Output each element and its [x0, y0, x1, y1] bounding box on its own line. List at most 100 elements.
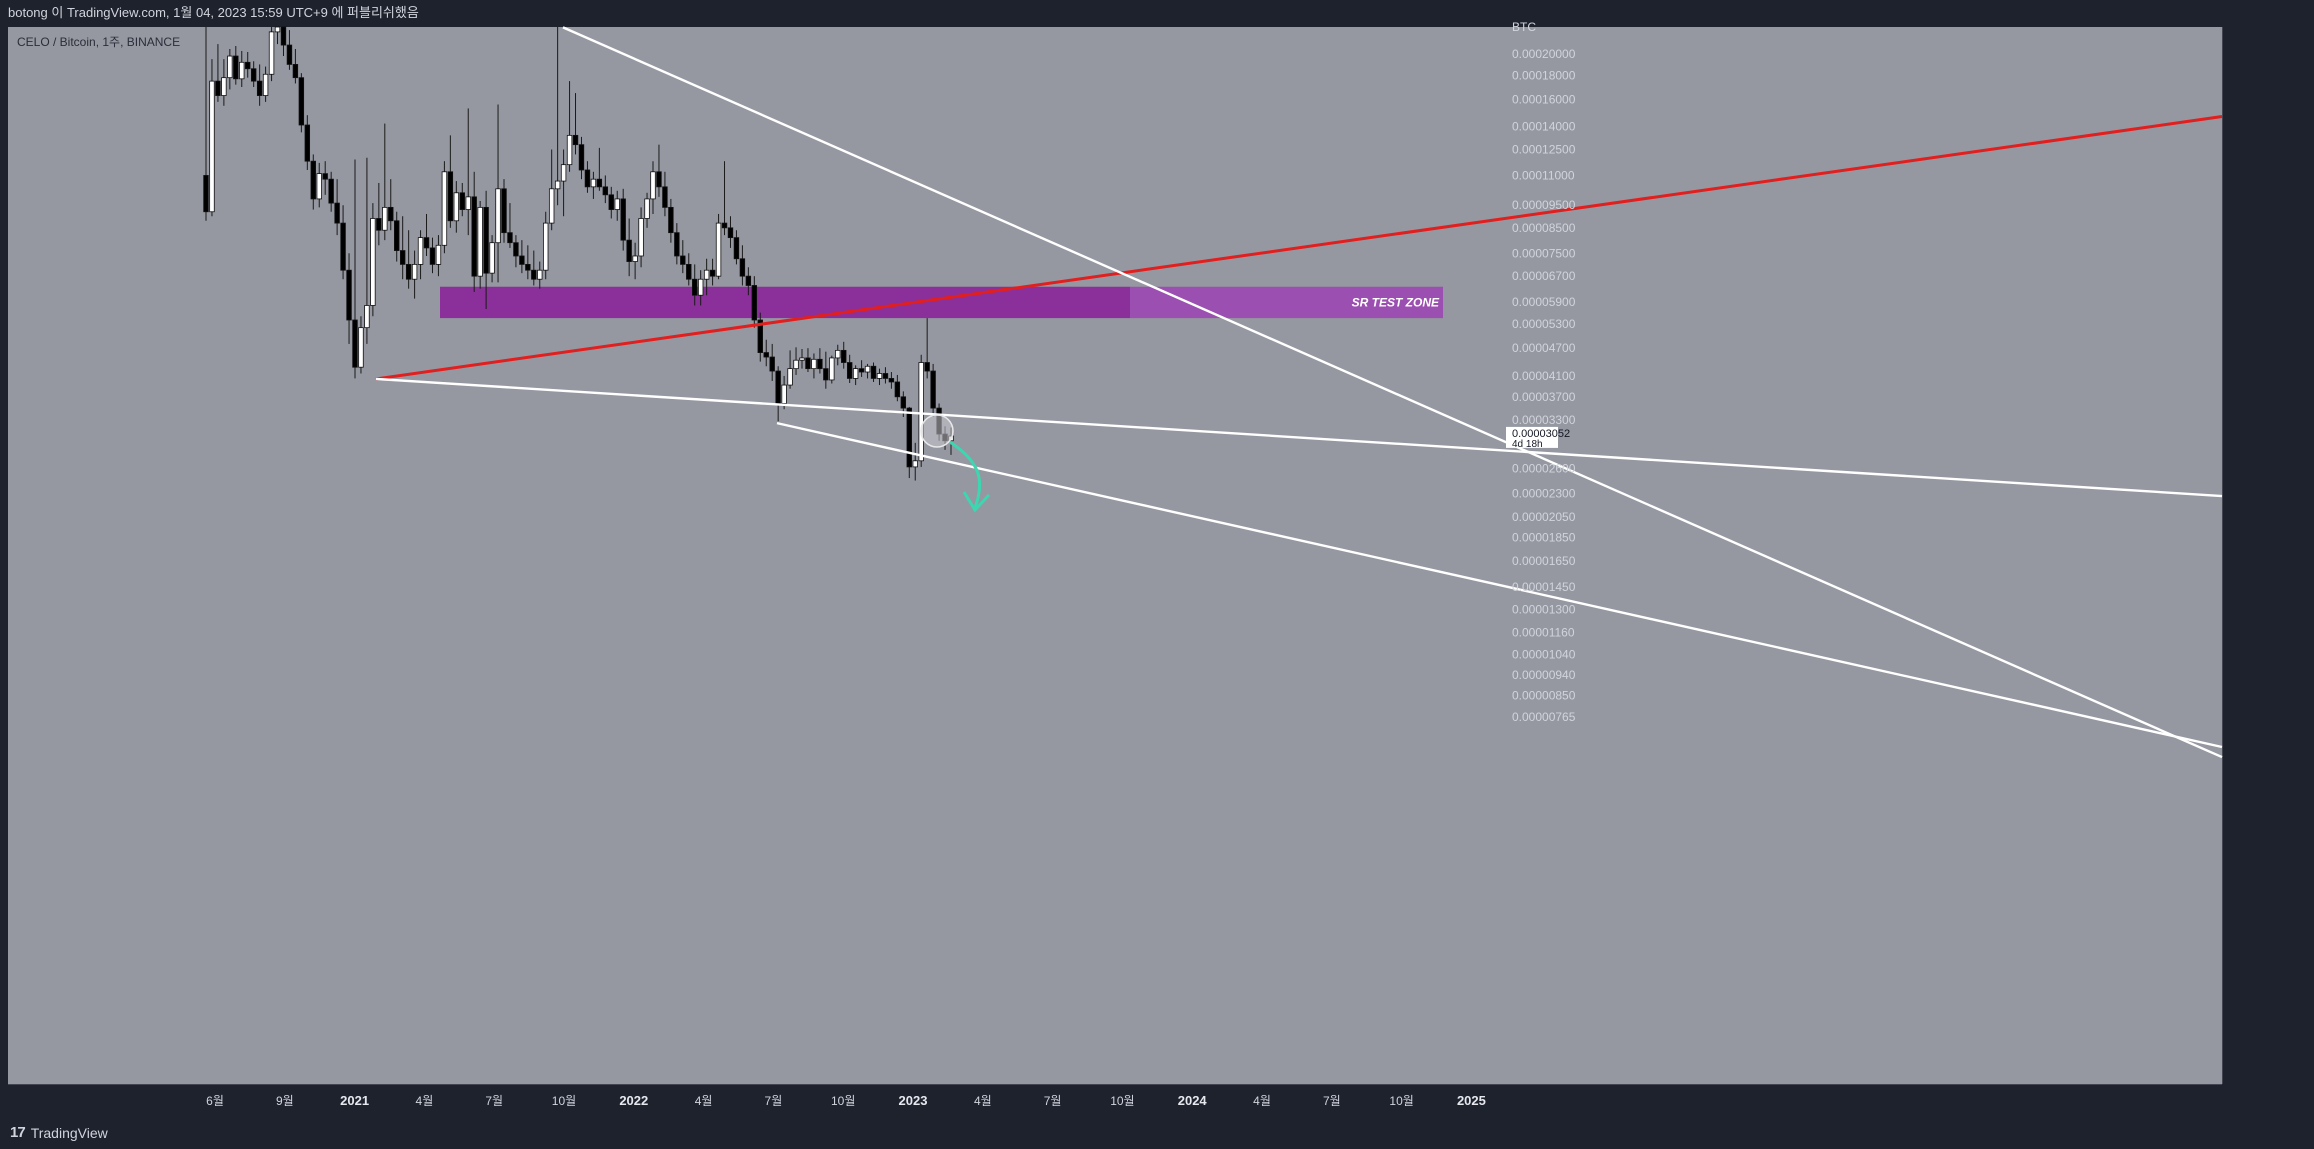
candle-body[interactable] — [548, 188, 555, 224]
candle-body[interactable] — [763, 352, 769, 358]
candle-body[interactable] — [203, 175, 209, 213]
candle-body[interactable] — [686, 263, 692, 280]
candle-body[interactable] — [799, 357, 805, 361]
candle-body[interactable] — [584, 169, 591, 188]
candle-body[interactable] — [298, 77, 305, 126]
candle-body[interactable] — [680, 255, 686, 265]
candle-body[interactable] — [709, 269, 716, 277]
tradingview-logo[interactable]: 17 TradingView — [10, 1124, 108, 1141]
candle-body[interactable] — [715, 222, 722, 277]
candle-body[interactable] — [894, 381, 901, 398]
candle-body[interactable] — [411, 263, 418, 280]
candle-body[interactable] — [268, 31, 275, 75]
candle-body[interactable] — [334, 202, 340, 224]
candle-body[interactable] — [352, 319, 358, 368]
candle-body[interactable] — [507, 232, 513, 244]
candle-body[interactable] — [501, 188, 507, 234]
candle-body[interactable] — [775, 370, 781, 404]
candle-body[interactable] — [793, 359, 799, 370]
candle-body[interactable] — [453, 192, 460, 222]
chart-area[interactable] — [8, 27, 2222, 1084]
candle-body[interactable] — [703, 269, 710, 280]
candle-body[interactable] — [590, 178, 597, 188]
candle-body[interactable] — [280, 26, 287, 46]
candle-body[interactable] — [823, 368, 829, 381]
candle-body[interactable] — [405, 263, 412, 280]
candle-body[interactable] — [274, 26, 281, 33]
candle-body[interactable] — [519, 255, 525, 265]
candle-body[interactable] — [316, 173, 322, 200]
candle-body[interactable] — [328, 178, 334, 204]
candle-body[interactable] — [781, 384, 787, 404]
time-axis[interactable] — [8, 1084, 2222, 1117]
candle-body[interactable] — [757, 319, 763, 353]
candle-body[interactable] — [417, 237, 424, 265]
red-trend-line[interactable] — [375, 115, 2223, 381]
candle-body[interactable] — [441, 171, 448, 246]
candle-body[interactable] — [727, 227, 734, 239]
candle-body[interactable] — [221, 77, 227, 96]
white-trend-line[interactable] — [776, 421, 2223, 749]
candle-body[interactable] — [209, 80, 215, 213]
highlight-circle[interactable] — [920, 414, 954, 448]
candle-body[interactable] — [829, 357, 835, 381]
candle-body[interactable] — [805, 357, 811, 370]
candle-body[interactable] — [304, 124, 311, 162]
candle-body[interactable] — [215, 80, 221, 96]
candle-body[interactable] — [471, 196, 477, 277]
candle-body[interactable] — [614, 198, 620, 210]
candle-body[interactable] — [745, 275, 752, 286]
candle-body[interactable] — [721, 222, 728, 229]
candle-body[interactable] — [376, 218, 382, 231]
candle-body[interactable] — [423, 237, 430, 249]
candle-body[interactable] — [495, 188, 501, 244]
candle-body[interactable] — [596, 178, 603, 188]
candle-body[interactable] — [382, 206, 388, 231]
candle-body[interactable] — [918, 362, 924, 462]
candle-body[interactable] — [513, 242, 519, 257]
candle-body[interactable] — [322, 173, 328, 180]
candle-body[interactable] — [227, 55, 233, 79]
candle-body[interactable] — [543, 222, 549, 271]
sr-test-zone[interactable] — [440, 286, 1130, 319]
candle-body[interactable] — [692, 278, 698, 296]
candle-body[interactable] — [620, 198, 626, 241]
candle-body[interactable] — [239, 61, 245, 80]
candle-body[interactable] — [864, 365, 871, 373]
candle-body[interactable] — [668, 206, 674, 234]
candle-body[interactable] — [733, 237, 740, 260]
candle-body[interactable] — [346, 269, 352, 321]
candle-body[interactable] — [245, 61, 251, 70]
candle-body[interactable] — [930, 370, 936, 409]
price-axis[interactable] — [2222, 27, 2314, 1084]
candle-body[interactable] — [602, 186, 609, 196]
candle-body[interactable] — [566, 134, 573, 166]
candle-body[interactable] — [286, 44, 293, 65]
candle-body[interactable] — [459, 192, 465, 210]
candle-body[interactable] — [465, 196, 471, 210]
candle-body[interactable] — [537, 269, 543, 280]
candle-body[interactable] — [858, 368, 865, 373]
candle-body[interactable] — [554, 180, 561, 190]
candle-body[interactable] — [358, 327, 364, 368]
candle-body[interactable] — [447, 171, 454, 222]
candle-body[interactable] — [626, 239, 632, 262]
candle-body[interactable] — [364, 305, 370, 329]
candle-body[interactable] — [370, 218, 376, 306]
candle-body[interactable] — [852, 368, 859, 379]
candle-body[interactable] — [662, 186, 668, 208]
candle-body[interactable] — [310, 160, 316, 200]
candle-body[interactable] — [769, 356, 775, 372]
candle-body[interactable] — [388, 206, 394, 222]
white-trend-line[interactable] — [375, 377, 2223, 498]
candle-body[interactable] — [674, 232, 680, 257]
candle-body[interactable] — [906, 407, 912, 468]
candle-body[interactable] — [531, 269, 537, 280]
candle-body[interactable] — [817, 358, 823, 370]
candle-body[interactable] — [870, 365, 877, 379]
candle-body[interactable] — [256, 80, 263, 96]
candle-body[interactable] — [262, 73, 269, 96]
sr-test-zone-extension[interactable] — [1130, 286, 1443, 319]
candle-body[interactable] — [888, 378, 895, 383]
candle-body[interactable] — [835, 349, 841, 359]
